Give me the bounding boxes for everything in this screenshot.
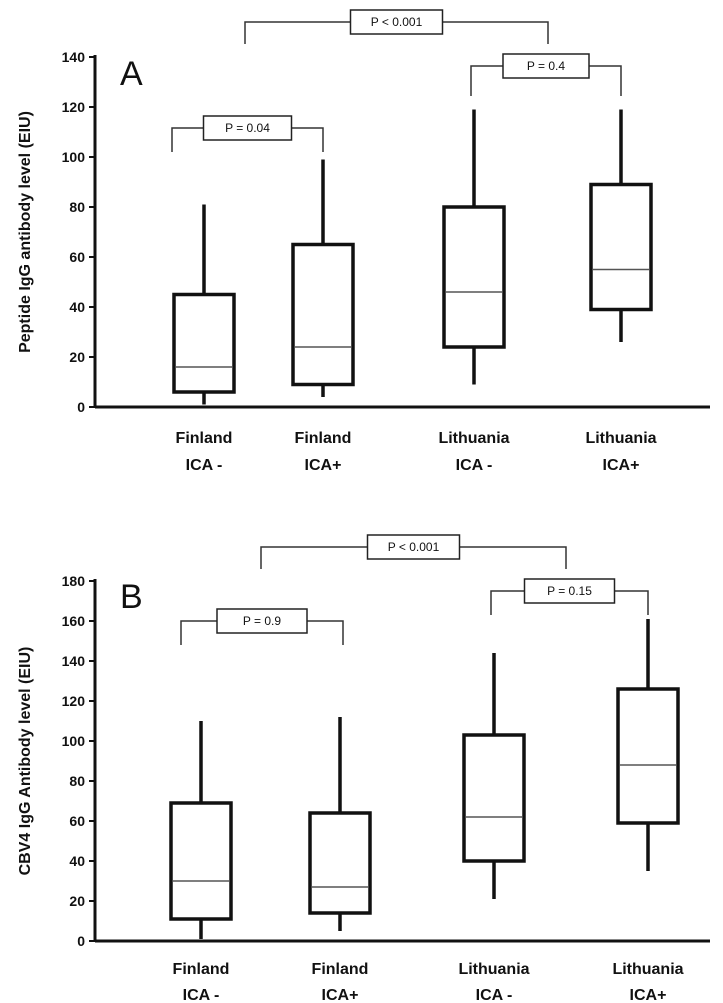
y-tick-label: 100 <box>62 733 86 749</box>
y-axis-label: CBV4 IgG Antibody level (EIU) <box>17 647 34 876</box>
panel-letter: A <box>120 55 143 93</box>
y-axis-label: Peptide IgG antibody level (EIU) <box>17 111 34 353</box>
y-tick-label: 80 <box>69 199 85 215</box>
p-value-box <box>216 608 308 634</box>
box <box>589 182 653 312</box>
y-tick-label: 20 <box>69 893 85 909</box>
y-tick-label: 180 <box>62 573 86 589</box>
y-tick-label: 40 <box>69 853 85 869</box>
box <box>442 205 506 349</box>
category-label: Lithuania <box>585 430 656 447</box>
p-value-label: P = 0.15 <box>547 584 592 598</box>
y-tick-label: 140 <box>62 49 86 65</box>
category-label: ICA+ <box>603 457 640 474</box>
p-value-box <box>502 53 590 79</box>
p-value-label: P = 0.04 <box>225 121 270 135</box>
p-value-label: P = 0.9 <box>243 614 281 628</box>
p-value-label: P < 0.001 <box>371 15 423 29</box>
y-tick-label: 60 <box>69 249 85 265</box>
panel-a: 0 20 40 60 80 100 120 140 Peptide IgG antibody l… <box>17 9 710 474</box>
box <box>462 733 526 863</box>
category-label: Lithuania <box>438 430 509 447</box>
category-label: ICA - <box>183 987 220 1003</box>
y-tick-label: 120 <box>62 99 86 115</box>
y-tick-label: 20 <box>69 349 85 365</box>
category-label: Finland <box>176 430 233 447</box>
y-tick-label: 120 <box>62 693 86 709</box>
category-label: Finland <box>173 961 230 978</box>
box <box>308 811 372 915</box>
y-tick-label: 80 <box>69 773 85 789</box>
category-label: ICA - <box>456 457 493 474</box>
box <box>169 801 233 921</box>
y-tick-label: 160 <box>62 613 86 629</box>
y-tick-label: 60 <box>69 813 85 829</box>
y-tick-label: 40 <box>69 299 85 315</box>
panel-letter: B <box>120 578 143 616</box>
y-tick-label: 100 <box>62 149 86 165</box>
p-value-box <box>366 534 461 560</box>
p-value-box <box>523 578 616 604</box>
category-label: Finland <box>295 430 352 447</box>
category-label: Lithuania <box>612 961 683 978</box>
category-label: ICA - <box>186 457 223 474</box>
p-value-label: P < 0.001 <box>388 540 440 554</box>
box <box>172 292 236 394</box>
p-value-label: P = 0.4 <box>527 59 565 73</box>
p-value-box <box>202 115 293 141</box>
y-tick-label: 0 <box>77 933 85 949</box>
p-value-box <box>349 9 444 35</box>
category-label: Finland <box>312 961 369 978</box>
box <box>616 687 680 825</box>
category-label: Lithuania <box>458 961 529 978</box>
panel-b: 0 20 40 60 80 100 120 140 160 180 CBV4 IgG Antibod… <box>17 534 710 1003</box>
category-label: ICA+ <box>630 987 667 1003</box>
box <box>291 242 355 387</box>
category-label: ICA+ <box>305 457 342 474</box>
y-tick-label: 0 <box>77 399 85 415</box>
category-label: ICA - <box>476 987 513 1003</box>
y-tick-label: 140 <box>62 653 86 669</box>
category-label: ICA+ <box>322 987 359 1003</box>
